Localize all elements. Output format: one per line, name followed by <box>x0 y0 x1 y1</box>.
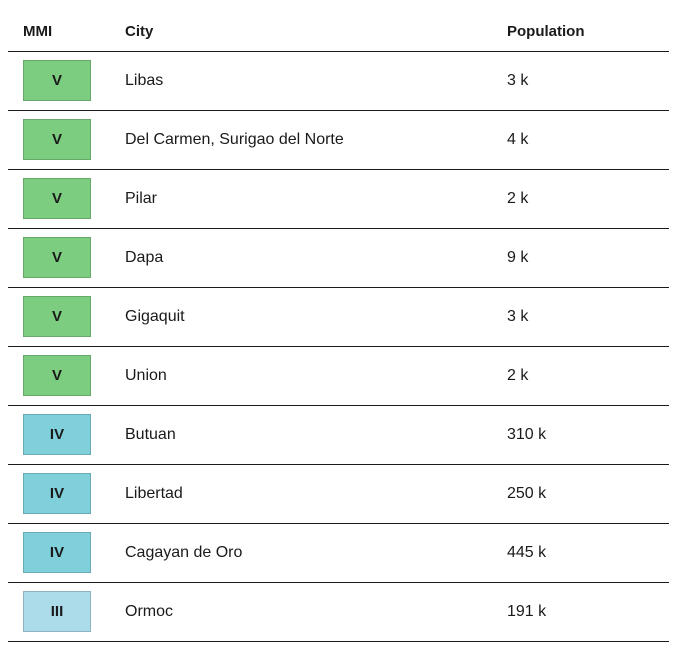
population-value: 9 k <box>507 249 529 266</box>
city-name: Butuan <box>125 426 176 443</box>
population-value: 3 k <box>507 308 529 325</box>
table-row[interactable]: IV Butuan 310 k <box>8 406 669 465</box>
table-body: V Libas 3 k V Del Carmen, Surigao del Norte 4… <box>8 52 669 642</box>
table-header: MMI City Population <box>8 12 669 52</box>
population-value: 310 k <box>507 426 547 443</box>
city-intensity-table: MMI City Population V Libas 3 k V Del Carmen… <box>8 12 669 642</box>
city-name: Cagayan de Oro <box>125 544 243 561</box>
city-name: Union <box>125 367 167 384</box>
table-row[interactable]: V Gigaquit 3 k <box>8 288 669 347</box>
mmi-badge: V <box>23 178 91 219</box>
city-name: Gigaquit <box>125 308 185 325</box>
population-value: 250 k <box>507 485 547 502</box>
mmi-badge: III <box>23 591 91 632</box>
city-name: Libas <box>125 72 164 89</box>
mmi-badge: V <box>23 237 91 278</box>
mmi-badge: IV <box>23 473 91 514</box>
table-row[interactable]: V Libas 3 k <box>8 52 669 111</box>
mmi-badge: V <box>23 60 91 101</box>
population-value: 191 k <box>507 603 547 620</box>
city-name: Dapa <box>125 249 164 266</box>
city-name: Libertad <box>125 485 183 502</box>
table-row[interactable]: V Pilar 2 k <box>8 170 669 229</box>
table-row[interactable]: V Del Carmen, Surigao del Norte 4 k <box>8 111 669 170</box>
population-value: 445 k <box>507 544 547 561</box>
table-row[interactable]: IV Libertad 250 k <box>8 465 669 524</box>
city-column-header[interactable]: City <box>125 23 154 40</box>
mmi-badge: V <box>23 296 91 337</box>
mmi-column-header[interactable]: MMI <box>23 23 53 40</box>
mmi-badge: V <box>23 119 91 160</box>
city-name: Pilar <box>125 190 158 207</box>
table-row[interactable]: V Dapa 9 k <box>8 229 669 288</box>
mmi-badge: IV <box>23 414 91 455</box>
city-name: Ormoc <box>125 603 173 620</box>
population-value: 4 k <box>507 131 529 148</box>
population-column-header[interactable]: Population <box>507 23 585 40</box>
mmi-badge: V <box>23 355 91 396</box>
table-row[interactable]: V Union 2 k <box>8 347 669 406</box>
population-value: 2 k <box>507 367 529 384</box>
population-value: 2 k <box>507 190 529 207</box>
population-value: 3 k <box>507 72 529 89</box>
city-name: Del Carmen, Surigao del Norte <box>125 131 344 148</box>
mmi-badge: IV <box>23 532 91 573</box>
table-row[interactable]: III Ormoc 191 k <box>8 583 669 642</box>
table-row[interactable]: IV Cagayan de Oro 445 k <box>8 524 669 583</box>
